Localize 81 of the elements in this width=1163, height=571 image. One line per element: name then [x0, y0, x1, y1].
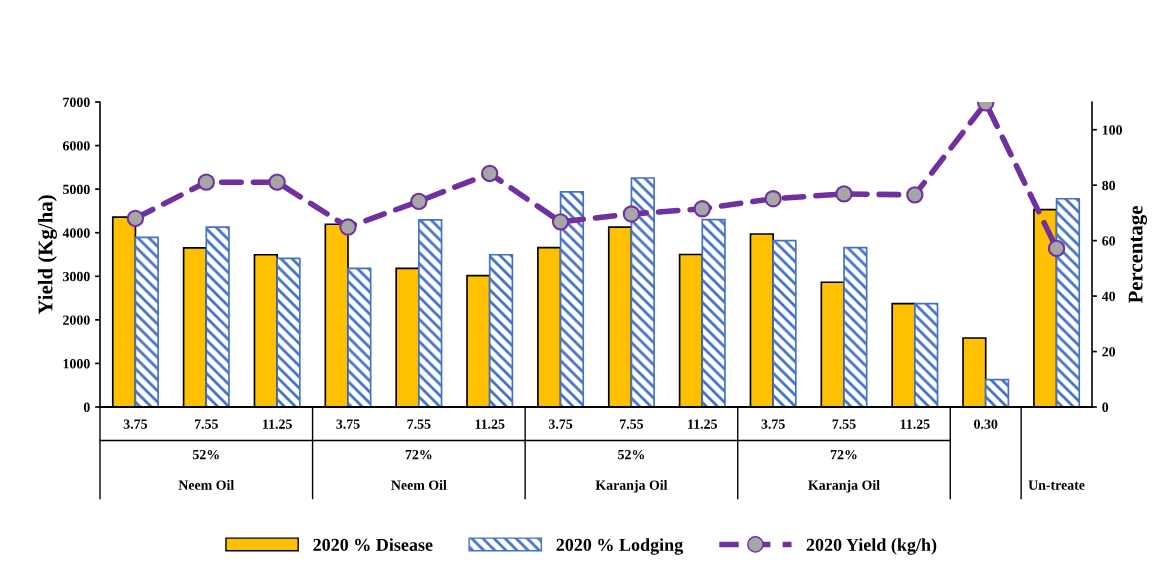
y2-tick-label: 0 [1102, 402, 1109, 412]
y2-tick-label: 40 [1101, 291, 1116, 302]
bar [347, 267, 372, 407]
bar [607, 226, 633, 407]
x-tick-label: 7.55 [832, 419, 856, 429]
bar [984, 378, 1010, 407]
point [693, 200, 711, 218]
y-tick-label: 4000 [62, 228, 90, 238]
y2-tick-label: 60 [1102, 236, 1116, 246]
y2-axis-title: Percentage [1128, 206, 1147, 304]
x-tick-label: 7.55 [620, 419, 644, 429]
text: Un-treate [1028, 480, 1085, 490]
point [622, 205, 641, 223]
text: 52% [618, 449, 645, 460]
x-tick-label: 11.25 [263, 419, 292, 429]
x-tick-label: 3.75 [123, 419, 148, 429]
x-tick-label: 7.55 [407, 419, 431, 429]
text: 72% [405, 449, 432, 460]
point [197, 173, 215, 191]
legend-label: 2020 % Lodging [556, 538, 684, 555]
text: 72% [830, 449, 857, 460]
point [268, 173, 286, 191]
bar [395, 267, 420, 407]
point [764, 190, 782, 208]
bar [276, 257, 301, 407]
bar [820, 281, 845, 407]
bar [559, 191, 585, 407]
x-tick-label: 11.25 [900, 419, 930, 429]
point [835, 185, 853, 203]
x-tick-label: 3.75 [761, 419, 785, 429]
bar [891, 302, 916, 407]
x-tick-label: 11.25 [688, 419, 718, 429]
text: Neem Oil [178, 480, 235, 490]
x-tick-label: 11.25 [475, 419, 505, 429]
y-tick-label: 5000 [63, 184, 90, 195]
y2-tick-label: 80 [1102, 180, 1116, 191]
bar [466, 274, 491, 407]
bar [1055, 197, 1081, 407]
bar [111, 216, 137, 407]
bar [678, 253, 704, 407]
legend-label: 2020 % Disease [313, 538, 433, 551]
bar [962, 337, 987, 407]
point [551, 213, 570, 231]
y2-tick-label: 20 [1102, 347, 1116, 357]
text: Karanja Oil [808, 480, 880, 493]
x-tick-label: 3.75 [336, 419, 360, 429]
point [339, 218, 357, 236]
point [410, 192, 428, 211]
bar [418, 219, 443, 407]
y-tick-label: 6000 [62, 141, 90, 151]
text: 52% [192, 449, 219, 460]
bar [772, 239, 797, 407]
point [906, 186, 924, 204]
point [1047, 239, 1066, 258]
point [481, 164, 499, 183]
text: Karanja Oil [595, 480, 668, 493]
y-axis-title: Yield (Kg/ha) [37, 195, 57, 315]
bar [324, 223, 349, 407]
bar [914, 302, 939, 407]
bar [701, 218, 726, 407]
y-tick-label: 2000 [63, 315, 90, 325]
bar [253, 253, 278, 407]
bar [488, 253, 514, 407]
y-tick-label: 0 [83, 402, 90, 412]
y-tick-label: 1000 [63, 359, 90, 369]
y-tick-label: 7000 [63, 97, 90, 107]
x-tick-label: 0.30 [974, 419, 998, 429]
y-tick-label: 3000 [63, 271, 90, 282]
bar [134, 236, 159, 407]
legend-label: 2020 Yield (kg/h) [806, 538, 937, 555]
bar [537, 246, 562, 407]
bar [205, 226, 230, 407]
bar [630, 177, 655, 407]
x-tick-label: 7.55 [194, 419, 218, 429]
text: Neem Oil [391, 480, 447, 490]
bar [843, 246, 868, 407]
bar [749, 233, 774, 407]
x-tick-label: 3.75 [548, 419, 573, 429]
bar [182, 247, 208, 407]
point [126, 209, 145, 228]
y2-tick-label: 100 [1102, 125, 1123, 135]
